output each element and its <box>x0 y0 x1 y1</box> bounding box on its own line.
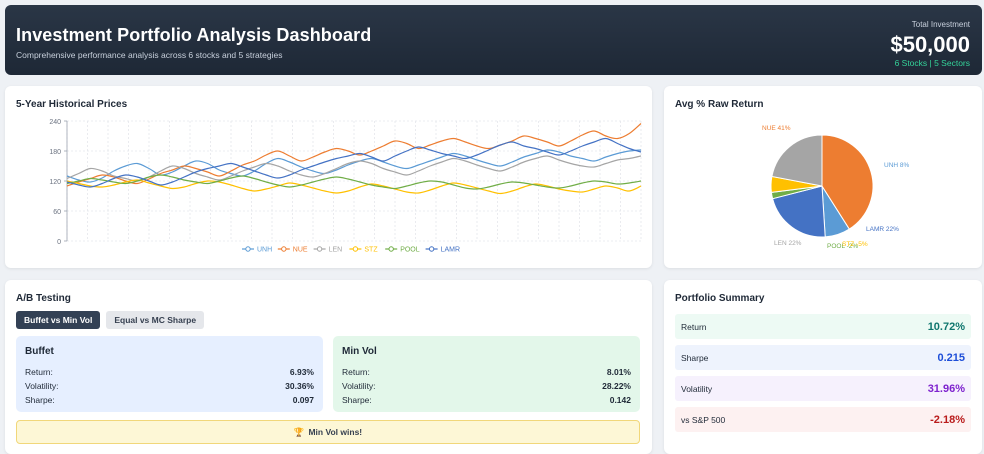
tab-equal-vs-mc-sharpe[interactable]: Equal vs MC Sharpe <box>106 311 205 329</box>
historical-prices-card: 5-Year Historical Prices 0 60 120 180 240 UNH… <box>5 86 652 268</box>
total-investment-sub: 6 Stocks | 5 Sectors <box>894 58 970 68</box>
summary-label: Volatility <box>681 383 713 394</box>
page-subtitle: Comprehensive performance analysis acros… <box>16 50 283 60</box>
legend-marker <box>388 246 394 252</box>
strategy-b-panel: Min Vol Return: 8.01% Volatility: 28.22% S… <box>333 336 640 412</box>
summary-sharpe-row: Sharpe 0.215 <box>675 345 971 370</box>
summary-value: -2.18% <box>930 413 965 426</box>
series-line-nue <box>66 123 642 187</box>
strategy-b-sharpe-row: Sharpe: 0.142 <box>342 393 631 407</box>
trophy-icon: 🏆 <box>293 426 305 437</box>
winner-banner: 🏆 Min Vol wins! <box>16 420 640 444</box>
pie-slice <box>771 134 823 187</box>
metric-value: 8.01% <box>606 367 631 377</box>
legend-label: STZ <box>364 247 378 254</box>
legend-label: LAMR <box>441 247 460 254</box>
legend-label: UNH <box>257 247 272 254</box>
legend-label: NUE <box>293 247 308 254</box>
metric-label: Volatility: <box>342 381 376 391</box>
pie-slice-label: UNH 8% <box>884 162 910 169</box>
metric-value: 6.93% <box>289 367 314 377</box>
summary-value: 10.72% <box>927 320 965 333</box>
strategy-a-name: Buffet <box>25 346 54 357</box>
y-tick-label: 240 <box>49 119 61 126</box>
series-line-len <box>66 155 642 182</box>
metric-label: Return: <box>25 367 53 377</box>
metric-label: Sharpe: <box>25 395 55 405</box>
pie-slice-label: STZ -5% <box>842 241 868 248</box>
pie-slice-label: LAMR 22% <box>866 226 899 233</box>
pie-slice-label: POOL -2% <box>827 243 858 250</box>
page-title: Investment Portfolio Analysis Dashboard <box>16 25 372 45</box>
metric-value: 28.22% <box>602 381 631 391</box>
metric-value: 0.097 <box>292 395 314 405</box>
metric-value: 30.36% <box>285 381 314 391</box>
legend-marker <box>352 246 359 252</box>
pie-slice-label: LEN 22% <box>774 240 802 247</box>
metric-label: Volatility: <box>25 381 59 391</box>
metric-label: Sharpe: <box>342 395 372 405</box>
legend-marker <box>245 246 251 252</box>
total-investment-value: $50,000 <box>890 32 970 57</box>
series-line-pool <box>66 174 642 190</box>
series-line-lamr <box>66 137 642 188</box>
pie-slice <box>771 185 826 238</box>
raw-return-card: Avg % Raw Return UNH 8% LAMR 22% POOL -2% S… <box>664 86 982 268</box>
tab-buffet-vs-min-vol[interactable]: Buffet vs Min Vol <box>16 311 101 329</box>
legend-label: LEN <box>329 247 343 254</box>
raw-return-title: Avg % Raw Return <box>675 99 764 110</box>
strategy-a-volatility-row: Volatility: 30.36% <box>25 379 314 393</box>
legend-marker <box>281 246 287 252</box>
summary-label: Return <box>681 321 707 332</box>
historical-prices-title: 5-Year Historical Prices <box>16 99 128 110</box>
strategy-a-return-row: Return: 6.93% <box>25 365 314 379</box>
metric-value: 0.142 <box>609 395 631 405</box>
summary-volatility-row: Volatility 31.96% <box>675 376 971 401</box>
summary-value: 0.215 <box>937 351 965 364</box>
dashboard-header: Investment Portfolio Analysis Dashboard … <box>5 5 982 75</box>
summary-label: Sharpe <box>681 352 709 363</box>
strategy-b-volatility-row: Volatility: 28.22% <box>342 379 631 393</box>
portfolio-summary-card: Portfolio Summary Return 10.72% Sharpe 0.2… <box>664 280 982 454</box>
legend-label: POOL <box>400 247 420 254</box>
winner-text: Min Vol wins! <box>308 427 363 437</box>
strategy-b-return-row: Return: 8.01% <box>342 365 631 379</box>
ab-tabs: Buffet vs Min Vol Equal vs MC Sharpe <box>16 311 205 329</box>
strategy-a-panel: Buffet Return: 6.93% Volatility: 30.36% Sh… <box>16 336 323 412</box>
y-tick-label: 0 <box>57 239 61 246</box>
ab-testing-title: A/B Testing <box>16 293 71 304</box>
metric-label: Return: <box>342 367 370 377</box>
pie-slice <box>821 134 874 230</box>
pie-slice-label: NUE 41% <box>762 125 791 132</box>
summary-return-row: Return 10.72% <box>675 314 971 339</box>
summary-vs-sp500-row: vs S&P 500 -2.18% <box>675 407 971 432</box>
ab-testing-card: A/B Testing Buffet vs Min Vol Equal vs M… <box>5 280 652 454</box>
strategy-b-name: Min Vol <box>342 346 377 357</box>
historical-prices-chart: 0 60 120 180 240 UNH NUE LEN STZ POOL LAMR <box>49 119 642 254</box>
series-line-stz <box>66 179 642 195</box>
legend-marker <box>316 246 323 252</box>
summary-label: vs S&P 500 <box>681 414 726 425</box>
total-investment-label: Total Investment <box>911 20 970 29</box>
raw-return-pie-chart: UNH 8% LAMR 22% POOL -2%STZ -5% LEN 22% NUE … <box>762 125 910 250</box>
portfolio-summary-title: Portfolio Summary <box>675 293 765 304</box>
strategy-a-sharpe-row: Sharpe: 0.097 <box>25 393 314 407</box>
legend-marker <box>428 246 435 252</box>
y-tick-label: 60 <box>53 209 61 216</box>
y-tick-label: 180 <box>49 149 61 156</box>
summary-value: 31.96% <box>927 382 965 395</box>
y-tick-label: 120 <box>49 179 61 186</box>
